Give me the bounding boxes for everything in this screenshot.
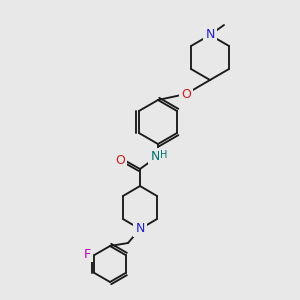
Text: N: N: [150, 149, 160, 163]
Text: N: N: [205, 28, 215, 41]
Text: H: H: [160, 150, 168, 160]
Text: N: N: [135, 223, 145, 236]
Text: F: F: [84, 248, 91, 260]
Text: O: O: [181, 88, 191, 100]
Text: O: O: [115, 154, 125, 166]
